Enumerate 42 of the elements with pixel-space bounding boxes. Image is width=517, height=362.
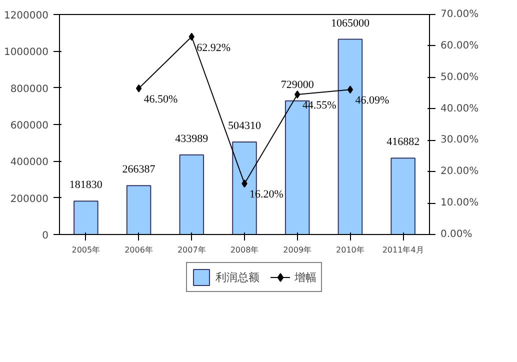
y-tick-label: 1000000: [4, 47, 49, 58]
y-tick-label: 200000: [10, 194, 49, 205]
data-label: 729000: [280, 78, 314, 91]
y2-tick-label: 70.00%: [440, 9, 479, 20]
point: [242, 180, 248, 188]
y2-tick-label: 20.00%: [440, 166, 479, 178]
y2-tick-label: 60.00%: [440, 40, 479, 52]
x-tick-label: 2009年: [283, 246, 312, 254]
bar: [179, 154, 204, 234]
point: [294, 90, 300, 98]
x-tick-label: 2007年: [177, 246, 206, 254]
y-tick-label: 400000: [10, 157, 49, 168]
x-tick-label: 2011年4月: [382, 246, 424, 254]
data-label: 1065000: [330, 17, 370, 30]
legend-label: 增幅: [294, 270, 316, 284]
data-label: 266387: [122, 164, 156, 176]
data-label: 416882: [386, 136, 420, 148]
bar: [74, 200, 98, 234]
bar: [126, 185, 152, 234]
data-label: 62.92%: [196, 42, 231, 54]
y2-tick-label: 0.00%: [440, 229, 472, 240]
data-label: 504310: [228, 120, 262, 132]
x-tick-label: 2005年: [72, 246, 100, 254]
x-tick-label: 2006年: [124, 246, 153, 254]
point: [347, 86, 354, 94]
legend-label: 利润总额: [216, 270, 260, 284]
y-tick-label: 1200000: [4, 10, 49, 22]
y2-tick-label: 40.00%: [440, 103, 479, 114]
point: [188, 32, 194, 41]
y2-tick-label: 10.00%: [440, 198, 479, 209]
bar: [390, 158, 416, 234]
x-tick-label: 2008年: [230, 246, 259, 254]
point: [136, 84, 142, 92]
x-tick-label: 2010年: [336, 246, 364, 254]
y-tick-label: 600000: [10, 120, 49, 132]
y-tick-label: 800000: [10, 84, 49, 95]
y2-tick-label: 50.00%: [440, 72, 479, 83]
y-tick-label: 0: [42, 230, 49, 242]
data-label: 46.50%: [144, 93, 178, 106]
data-label: 433989: [175, 132, 209, 145]
data-label: 181830: [69, 179, 103, 192]
y2-tick-label: 30.00%: [440, 134, 479, 146]
